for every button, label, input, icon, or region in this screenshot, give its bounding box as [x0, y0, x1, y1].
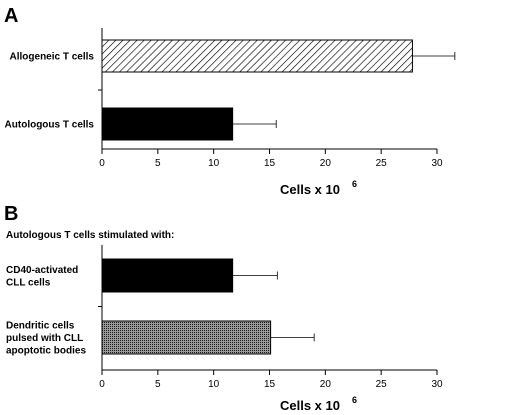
category-label: Dendritic cells — [6, 321, 75, 332]
bar — [102, 108, 233, 140]
x-tick-label: 5 — [155, 158, 161, 169]
category-label: Autologous T cells — [5, 120, 95, 131]
x-tick-label: 0 — [99, 379, 105, 390]
category-label: apoptotic bodies — [6, 346, 86, 357]
category-label: CLL cells — [6, 277, 51, 288]
x-axis-title: Cells x 10 — [280, 182, 340, 197]
x-tick-label: 10 — [208, 158, 220, 169]
bar — [102, 321, 271, 354]
x-axis-title-exponent: 6 — [352, 395, 357, 405]
x-axis-title: Cells x 10 — [280, 398, 340, 413]
x-tick-label: 0 — [99, 158, 105, 169]
x-axis-title-exponent: 6 — [352, 179, 357, 189]
x-tick-label: 15 — [264, 379, 276, 390]
x-tick-label: 25 — [376, 379, 388, 390]
x-tick-label: 30 — [431, 158, 443, 169]
x-tick-label: 20 — [320, 158, 332, 169]
x-tick-label: 25 — [376, 158, 388, 169]
category-label: pulsed with CLL — [6, 333, 83, 344]
panel-letter: B — [4, 203, 18, 225]
x-tick-label: 10 — [208, 379, 220, 390]
category-label: Allogeneic T cells — [10, 52, 95, 63]
chart-subtitle: Autologous T cells stimulated with: — [6, 230, 174, 241]
bar — [102, 259, 233, 292]
x-tick-label: 15 — [264, 158, 276, 169]
category-label: CD40-activated — [6, 265, 78, 276]
panel-letter: A — [4, 5, 18, 27]
x-tick-label: 20 — [320, 379, 332, 390]
x-tick-label: 5 — [155, 379, 161, 390]
bar — [102, 40, 412, 72]
x-tick-label: 30 — [431, 379, 443, 390]
